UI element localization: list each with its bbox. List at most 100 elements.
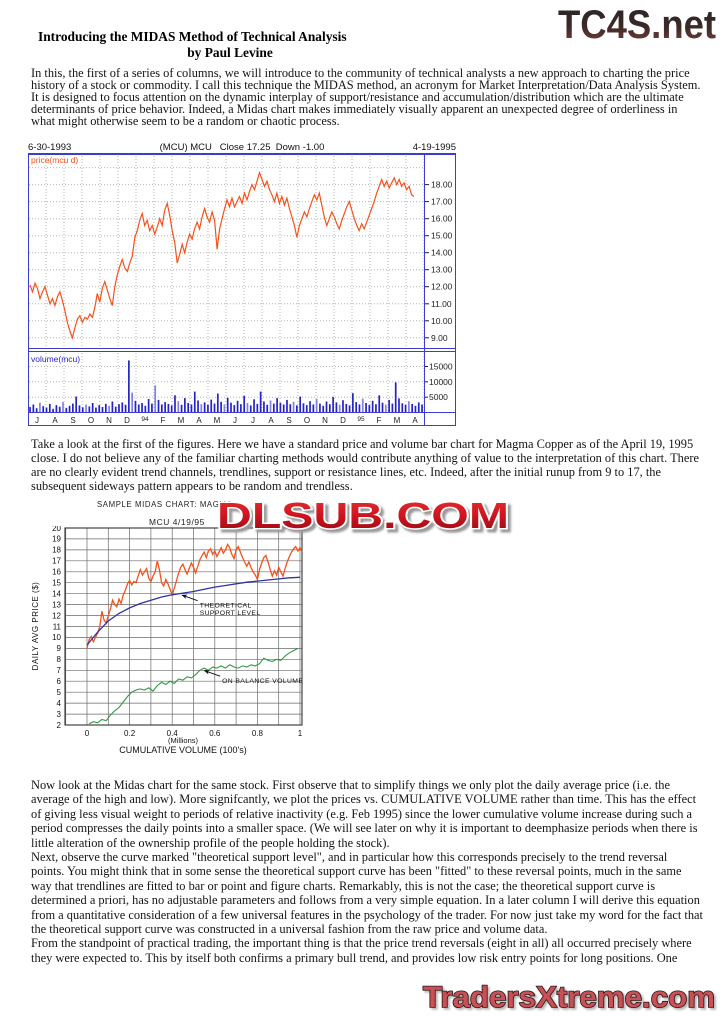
paragraph-take-a-look: Take a look at the first of the figures.… [31, 437, 699, 493]
svg-text:12.00: 12.00 [431, 282, 453, 292]
svg-text:N: N [322, 416, 328, 425]
chart1-end-date: 4-19-1995 [412, 142, 456, 153]
volume-pane-label: volume(mcu) [31, 354, 80, 364]
svg-text:M: M [214, 416, 221, 425]
chart1-canvas: 18.00 17.00 16.00 15.00 14.00 13.00 12.00 11.00… [28, 154, 456, 426]
price-line [29, 170, 415, 340]
tradersxtreme-logo-text: TradersXtreme.com [423, 981, 715, 1014]
svg-text:10000: 10000 [429, 377, 453, 387]
svg-text:9.00: 9.00 [431, 333, 448, 343]
svg-text:J: J [35, 416, 39, 425]
series-on-balance-volume [88, 647, 299, 725]
svg-text:A: A [196, 416, 202, 425]
chart2-grid [65, 528, 302, 725]
chart1-symbol-close: (MCU) MCU Close 17.25 Down -1.00 [159, 142, 325, 153]
svg-text:A: A [412, 416, 418, 425]
svg-text:0: 0 [85, 729, 90, 738]
svg-text:O: O [304, 416, 310, 425]
svg-text:3: 3 [57, 710, 62, 719]
svg-text:A: A [52, 416, 58, 425]
article-byline: by Paul Levine [187, 45, 273, 60]
svg-text:15.00: 15.00 [431, 231, 453, 241]
annotation-arrow [203, 670, 221, 677]
svg-text:D: D [124, 416, 130, 425]
svg-text:10.00: 10.00 [431, 316, 453, 326]
svg-text:0.4: 0.4 [167, 729, 179, 738]
article-title: Introducing the MIDAS Method of Technica… [38, 29, 347, 44]
dlsub-watermark-text: DLSUB.COM [217, 495, 509, 536]
svg-text:6: 6 [57, 677, 62, 686]
chart2-subtitle: MCU 4/19/95 [149, 517, 205, 527]
annotation-arrow [181, 594, 198, 602]
chart2-frame [64, 527, 303, 726]
svg-text:8: 8 [57, 655, 62, 664]
svg-text:N: N [106, 416, 112, 425]
svg-text:O: O [88, 416, 94, 425]
svg-text:17.00: 17.00 [431, 197, 453, 207]
svg-text:94: 94 [141, 416, 149, 423]
svg-text:9: 9 [57, 644, 62, 653]
annotation-label: SUPPORT LEVEL [200, 610, 261, 617]
svg-text:16.00: 16.00 [431, 214, 453, 224]
svg-text:17: 17 [52, 557, 61, 566]
paragraph-intro: In this, the first of a series of column… [31, 66, 701, 129]
tc4s-logo-text: TC4S.net [558, 3, 716, 46]
svg-text:12: 12 [52, 611, 61, 620]
svg-text:16: 16 [52, 568, 61, 577]
svg-text:14: 14 [52, 590, 61, 599]
svg-text:11: 11 [53, 622, 62, 631]
svg-text:7: 7 [57, 666, 62, 675]
svg-text:15: 15 [52, 579, 61, 588]
svg-text:95: 95 [357, 416, 365, 423]
body-text-block: Now look at the Midas chart for the same… [31, 778, 703, 965]
tc4s-logo: TC4S.net [558, 3, 716, 46]
svg-text:2: 2 [57, 721, 62, 730]
svg-text:F: F [377, 416, 382, 425]
svg-text:1: 1 [298, 729, 303, 738]
svg-text:S: S [70, 416, 75, 425]
series-daily-avg-price [86, 542, 303, 649]
svg-text:J: J [233, 416, 237, 425]
annotation-label: THEORETICAL [200, 603, 252, 610]
chart1-header: 6-30-1993 (MCU) MCU Close 17.25 Down -1.… [28, 140, 456, 154]
paragraph-next-observe: Next, observe the curve marked "theoreti… [31, 850, 703, 937]
chart2-ylabel: DAILY AVG PRICE ($) [31, 582, 40, 671]
tradersxtreme-logo: TradersXtreme.com [422, 980, 716, 1015]
paragraph-now-look: Now look at the Midas chart for the same… [31, 778, 698, 850]
svg-text:14.00: 14.00 [431, 248, 453, 258]
price-volume-chart: 6-30-1993 (MCU) MCU Close 17.25 Down -1.… [28, 140, 456, 426]
chart2-title: SAMPLE MIDAS CHART: MAGMA [97, 500, 233, 509]
svg-text:M: M [178, 416, 185, 425]
price-pane-label: price(mcu d) [31, 155, 78, 165]
svg-text:0.6: 0.6 [209, 729, 221, 738]
svg-text:M: M [394, 416, 401, 425]
dlsub-watermark: DLSUB.COM [216, 494, 511, 538]
svg-text:S: S [286, 416, 291, 425]
svg-text:19: 19 [52, 535, 61, 544]
svg-text:F: F [161, 416, 166, 425]
svg-text:J: J [251, 416, 255, 425]
svg-text:18.00: 18.00 [431, 180, 453, 190]
svg-text:0.2: 0.2 [124, 729, 136, 738]
series-theoretical-support [86, 576, 301, 646]
svg-text:5000: 5000 [429, 392, 448, 402]
svg-text:15000: 15000 [429, 362, 453, 372]
svg-text:18: 18 [52, 546, 61, 555]
svg-text:0.8: 0.8 [252, 729, 264, 738]
annotation-label: ON BALANCE VOLUME [222, 678, 303, 685]
chart1-axis-labels: 18.00 17.00 16.00 15.00 14.00 13.00 12.00 11.00… [31, 155, 453, 425]
svg-text:13: 13 [52, 600, 61, 609]
svg-text:13.00: 13.00 [431, 265, 453, 275]
svg-text:A: A [268, 416, 274, 425]
chart2-xlabel-millions: (Millions) [168, 736, 199, 745]
chart1-start-date: 6-30-1993 [28, 142, 72, 153]
svg-text:11.00: 11.00 [431, 299, 452, 309]
chart1-frame [28, 154, 456, 426]
chart2-xlabel: CUMULATIVE VOLUME (100's) [119, 745, 247, 755]
svg-text:10: 10 [52, 633, 61, 642]
svg-text:5: 5 [57, 688, 62, 697]
volume-bars [29, 360, 423, 413]
